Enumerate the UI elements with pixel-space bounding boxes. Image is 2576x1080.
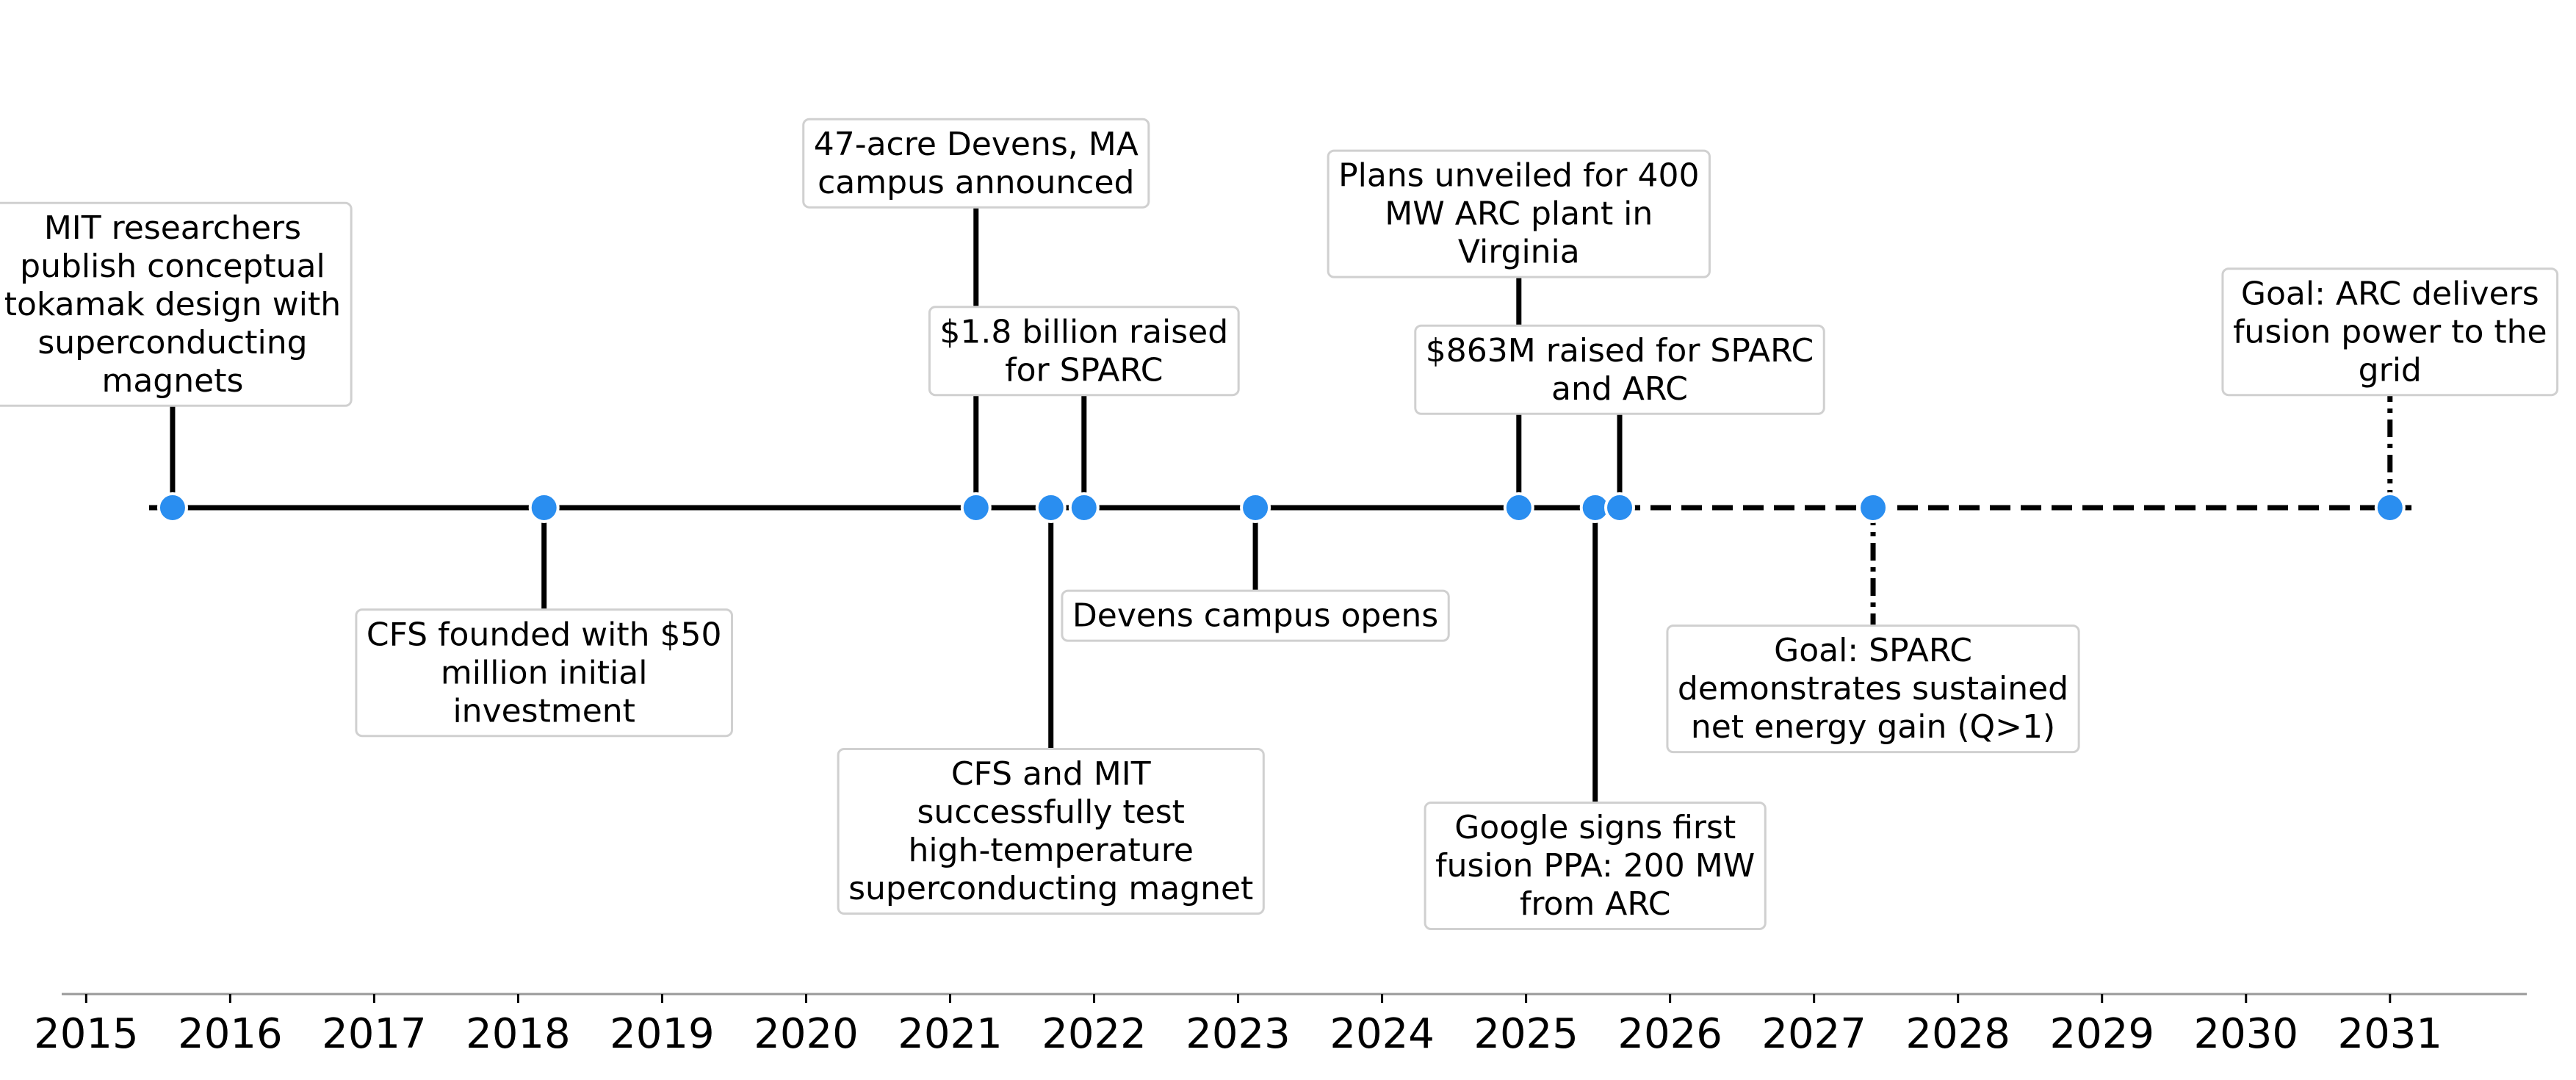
event-label-box: Devens campus opens <box>1061 589 1450 642</box>
x-tick-label: 2029 <box>2049 1010 2154 1058</box>
x-tick-label: 2026 <box>1617 1010 1722 1058</box>
x-tick-label: 2018 <box>466 1010 571 1058</box>
event-marker <box>2374 492 2406 523</box>
event-label: Devens campus opens <box>1072 597 1438 635</box>
event-label: high-temperature <box>909 832 1194 869</box>
event-label: demonstrates sustained <box>1678 670 2068 708</box>
event-label: $863M raised for SPARC <box>1426 332 1814 370</box>
event-label: successfully test <box>917 793 1184 831</box>
x-tick-label: 2019 <box>610 1010 715 1058</box>
x-tick-label: 2024 <box>1330 1010 1435 1058</box>
event-label: from ARC <box>1520 885 1671 923</box>
event-box <box>2221 267 2559 397</box>
x-tick-label: 2031 <box>2338 1010 2443 1058</box>
event-label: CFS founded with $50 <box>367 616 722 653</box>
event-label: Goal: SPARC <box>1774 632 1972 669</box>
event-label: publish conceptual <box>20 248 325 285</box>
markers-layer <box>156 492 2406 523</box>
event-label: Virginia <box>1458 234 1580 271</box>
x-tick-label: 2015 <box>34 1010 139 1058</box>
event-label: grid <box>2359 351 2422 389</box>
event-marker <box>528 492 560 523</box>
event-box <box>928 306 1240 397</box>
event-label: magnets <box>101 362 243 400</box>
x-tick-label: 2021 <box>898 1010 1003 1058</box>
event-label: superconducting <box>37 324 307 361</box>
event-label: MW ARC plant in <box>1385 195 1653 233</box>
x-tick-label: 2030 <box>2193 1010 2298 1058</box>
event-box <box>837 748 1265 915</box>
event-marker <box>1240 492 1271 523</box>
event-box <box>802 118 1150 209</box>
event-marker <box>156 492 188 523</box>
x-tick-label: 2028 <box>1905 1010 2010 1058</box>
x-tick-label: 2027 <box>1761 1010 1866 1058</box>
event-marker <box>960 492 992 523</box>
event-label: superconducting magnet <box>848 870 1253 907</box>
event-label: investment <box>452 692 635 730</box>
event-label: for SPARC <box>1005 351 1163 389</box>
event-box <box>0 201 353 407</box>
event-label: CFS and MIT <box>951 755 1151 793</box>
x-tick-label: 2022 <box>1042 1010 1147 1058</box>
event-marker <box>1068 492 1100 523</box>
event-box <box>1414 324 1825 415</box>
event-marker <box>1604 492 1636 523</box>
event-box <box>1666 624 2080 754</box>
event-label: fusion PPA: 200 MW <box>1435 847 1755 885</box>
x-tick-label: 2025 <box>1473 1010 1579 1058</box>
event-label: net energy gain (Q>1) <box>1691 708 2055 746</box>
event-label: million initial <box>441 654 648 691</box>
event-label: Goal: ARC delivers <box>2241 275 2539 312</box>
event-label: campus announced <box>818 164 1134 201</box>
x-tick-label: 2017 <box>322 1010 427 1058</box>
event-marker <box>1035 492 1067 523</box>
event-label: 47-acre Devens, MA <box>814 126 1139 163</box>
event-label: MIT researchers <box>44 209 301 247</box>
event-marker <box>1858 492 1889 523</box>
event-label: and ARC <box>1551 370 1688 408</box>
event-label: Google signs first <box>1454 809 1736 846</box>
x-tick-label: 2023 <box>1186 1010 1291 1058</box>
event-box <box>1327 149 1711 278</box>
event-label: $1.8 billion raised <box>939 313 1228 350</box>
event-label: Plans unveiled for 400 <box>1338 157 1699 195</box>
event-box <box>1061 589 1450 642</box>
event-label: fusion power to the <box>2233 313 2547 350</box>
event-box <box>1424 802 1767 930</box>
event-box <box>355 608 733 738</box>
event-marker <box>1503 492 1534 523</box>
x-tick-label: 2020 <box>754 1010 859 1058</box>
event-label: tokamak design with <box>4 286 341 323</box>
x-axis: 2015 2016 2017 2018 2019 2020 2021 2022 2023 2024… <box>34 993 2527 1058</box>
x-tick-label: 2016 <box>178 1010 283 1058</box>
